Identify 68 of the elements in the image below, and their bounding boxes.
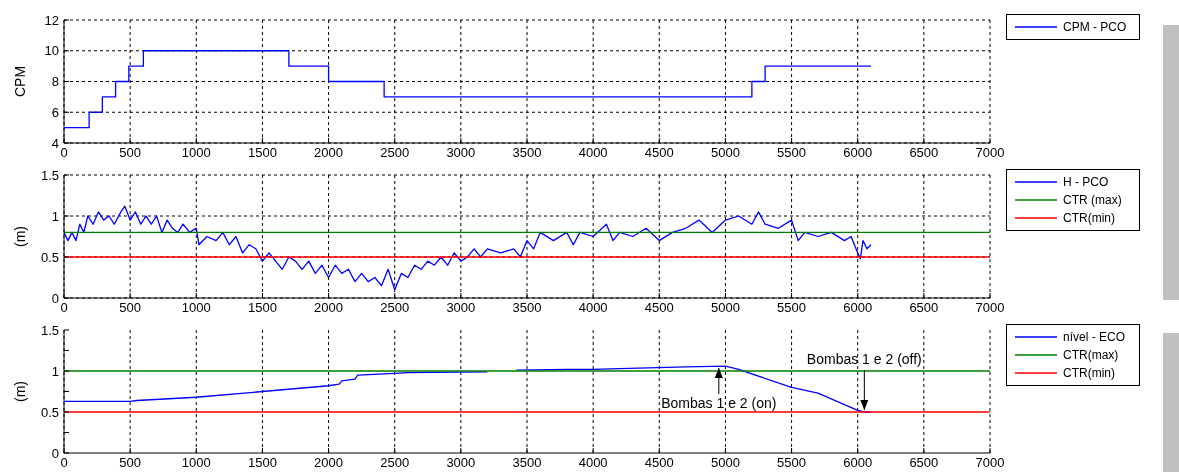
x-tick-label: 5500 — [777, 455, 807, 471]
y-axis-title: CPM — [11, 65, 28, 98]
annotation: Bombas 1 e 2 (on) — [661, 394, 777, 411]
y-tick-label: 0.5 — [40, 404, 59, 420]
x-tick-label: 3500 — [512, 145, 542, 161]
x-tick-label: 7000 — [975, 455, 1005, 471]
x-tick-label: 7000 — [975, 145, 1005, 161]
x-tick-label: 2000 — [314, 455, 344, 471]
y-tick-label: 6 — [51, 104, 59, 120]
x-tick-label: 3000 — [446, 455, 476, 471]
x-tick-label: 2500 — [380, 300, 410, 316]
x-tick-label: 5000 — [710, 145, 740, 161]
annotation: Bombas 1 e 2 (off) — [806, 350, 922, 367]
x-tick-label: 6000 — [843, 300, 873, 316]
x-tick-label: 4000 — [578, 455, 608, 471]
x-tick-label: 3000 — [446, 145, 476, 161]
y-tick-label: 1.5 — [40, 167, 59, 183]
legend-label: nível - ECO — [1063, 330, 1126, 344]
y-tick-label: 4 — [51, 135, 59, 151]
x-tick-label: 4500 — [644, 455, 674, 471]
x-tick-label: 6500 — [909, 455, 939, 471]
y-axis-title: (m) — [11, 381, 28, 402]
x-tick-label: 6000 — [843, 145, 873, 161]
x-tick-label: 3000 — [446, 300, 476, 316]
x-tick-label: 1000 — [181, 455, 211, 471]
x-tick-label: 6500 — [909, 300, 939, 316]
x-tick-label: 1000 — [181, 300, 211, 316]
x-tick-label: 5500 — [777, 300, 807, 316]
x-tick-label: 3500 — [512, 300, 542, 316]
x-tick-label: 4000 — [578, 145, 608, 161]
x-tick-label: 4500 — [644, 145, 674, 161]
y-tick-label: 8 — [51, 74, 59, 90]
y-tick-label: 1 — [51, 208, 59, 224]
x-tick-label: 2500 — [380, 145, 410, 161]
y-axis-title: (m) — [11, 226, 28, 247]
legend-label: CTR(max) — [1063, 348, 1119, 362]
y-tick-label: 1.5 — [40, 322, 59, 338]
x-tick-label: 500 — [119, 145, 141, 161]
line-series — [64, 205, 872, 291]
x-tick-label: 500 — [119, 455, 141, 471]
x-tick-label: 2500 — [380, 455, 410, 471]
legend-label: H - PCO — [1063, 175, 1109, 189]
x-tick-label: 4500 — [644, 300, 674, 316]
x-tick-label: 3500 — [512, 455, 542, 471]
y-tick-label: 1 — [51, 363, 59, 379]
x-tick-label: 500 — [119, 300, 141, 316]
y-tick-label: 10 — [44, 43, 59, 59]
x-tick-label: 4000 — [578, 300, 608, 316]
y-tick-label: 0.5 — [40, 249, 59, 265]
y-tick-label: 0 — [51, 290, 59, 306]
y-tick-label: 0 — [51, 445, 59, 461]
x-tick-label: 5000 — [710, 455, 740, 471]
x-tick-label: 5500 — [777, 145, 807, 161]
legend-label: CTR (max) — [1063, 193, 1122, 207]
x-tick-label: 5000 — [710, 300, 740, 316]
x-tick-label: 6000 — [843, 455, 873, 471]
x-tick-label: 1500 — [247, 300, 277, 316]
x-tick-label: 1500 — [247, 145, 277, 161]
legend-label: CTR(min) — [1063, 211, 1115, 225]
legend-label: CTR(min) — [1063, 366, 1115, 380]
y-tick-label: 12 — [44, 12, 59, 28]
x-tick-label: 2000 — [314, 145, 344, 161]
x-tick-label: 1500 — [247, 455, 277, 471]
x-tick-label: 6500 — [909, 145, 939, 161]
x-tick-label: 2000 — [314, 300, 344, 316]
x-tick-label: 7000 — [975, 300, 1005, 316]
x-tick-label: 1000 — [181, 145, 211, 161]
legend-label: CPM - PCO — [1063, 20, 1127, 34]
